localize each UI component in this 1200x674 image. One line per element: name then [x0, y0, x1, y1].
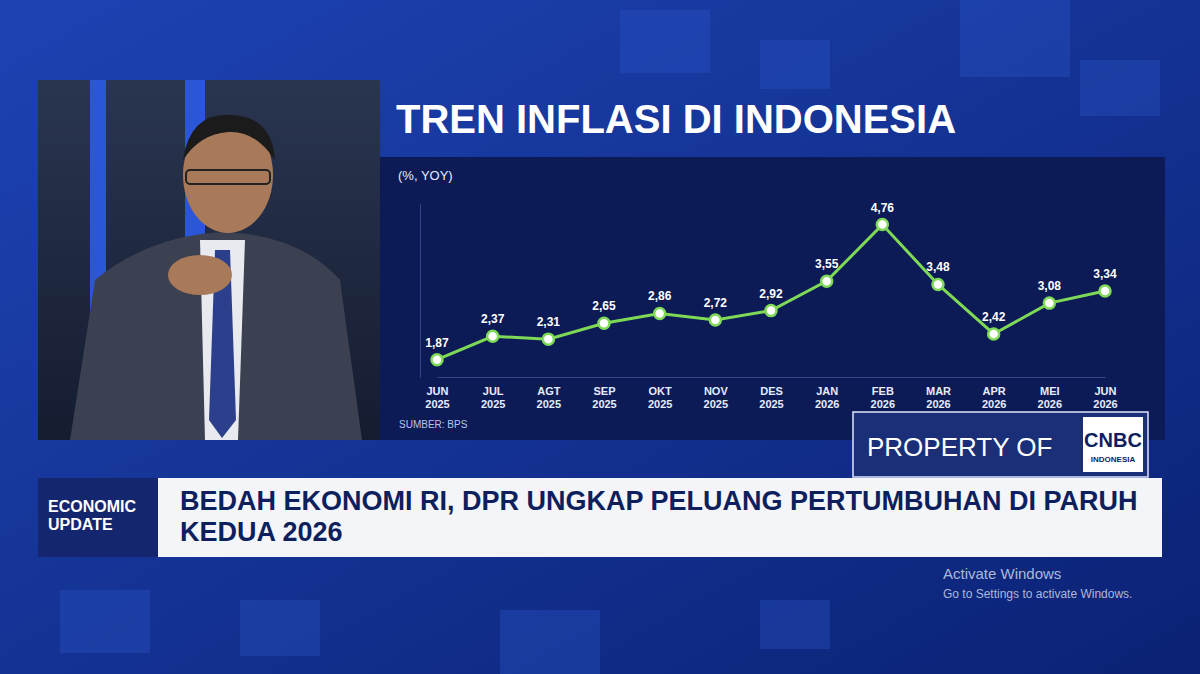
data-label: 1,87 — [425, 336, 449, 350]
y-axis — [420, 205, 421, 378]
x-tick-label: JUN2025 — [425, 385, 449, 410]
decor-cube — [1080, 60, 1160, 116]
watermark-subtitle: Go to Settings to activate Windows. — [943, 587, 1132, 601]
data-label: 4,76 — [871, 201, 895, 215]
x-tick: JUN2025 — [425, 377, 449, 410]
data-point — [933, 279, 944, 290]
video-frame — [38, 80, 380, 440]
data-point — [599, 318, 610, 329]
segment-label: ECONOMICUPDATE — [48, 498, 136, 533]
decor-cube — [760, 40, 830, 89]
x-tick: FEB2026 — [871, 377, 895, 410]
x-tick-label: OKT2025 — [648, 385, 672, 410]
y-axis-line — [420, 205, 421, 378]
property-label: PROPERTY OF — [867, 432, 1052, 462]
x-tick: MAR2026 — [926, 377, 951, 410]
data-label: 2,65 — [592, 299, 616, 313]
presenter-body — [70, 232, 362, 440]
x-tick: AGT2025 — [537, 377, 561, 410]
x-tick-label: DES2025 — [759, 385, 783, 410]
x-tick-label: NOV2025 — [704, 385, 729, 410]
data-label: 3,34 — [1093, 267, 1117, 281]
x-tick-label: JAN2026 — [815, 385, 839, 410]
segment-box — [38, 478, 158, 557]
x-tick: JUN2026 — [1093, 377, 1117, 410]
x-tick: JUL2025 — [481, 377, 505, 410]
decor-cube — [500, 610, 600, 674]
data-label: 2,42 — [982, 310, 1006, 324]
data-point — [710, 314, 721, 325]
data-label: 3,08 — [1038, 279, 1062, 293]
decor-cube — [760, 600, 830, 649]
data-point — [1044, 298, 1055, 309]
decor-cube — [620, 10, 710, 73]
watermark-title: Activate Windows — [943, 565, 1061, 582]
data-label: 2,72 — [704, 296, 728, 310]
presenter-video — [38, 80, 380, 440]
data-point — [654, 308, 665, 319]
decor-cube — [240, 600, 320, 656]
logo-text: CNBC — [1084, 429, 1142, 451]
x-tick: DES2025 — [759, 377, 783, 410]
x-tick: JAN2026 — [815, 377, 839, 410]
data-label: 2,31 — [537, 315, 561, 329]
canvas: TREN INFLASI DI INDONESIA (%, YOY) JUN2025… — [0, 0, 1200, 674]
data-point — [766, 305, 777, 316]
x-axis: JUN2025 JUL2025 AGT2025 SEP2025 OKT2025 NOV20… — [425, 377, 1117, 410]
presenter-glasses — [186, 170, 270, 184]
data-labels: 1,87 2,37 2,31 2,65 2,86 2,72 2,92 3,55 4,76 3,48… — [425, 201, 1117, 350]
headline: BEDAH EKONOMI RI, DPR UNGKAP PELUANG PER… — [180, 486, 1138, 547]
plot-area — [432, 219, 1111, 365]
x-tick-label: JUN2026 — [1093, 385, 1117, 410]
data-label: 2,92 — [759, 287, 783, 301]
x-tick: APR2026 — [982, 377, 1006, 410]
data-point — [821, 276, 832, 287]
data-point — [543, 334, 554, 345]
data-point — [487, 331, 498, 342]
property-box — [853, 412, 1148, 477]
x-tick: SEP2025 — [592, 377, 616, 410]
data-label: 3,48 — [926, 260, 950, 274]
data-point — [1100, 285, 1111, 296]
presenter-hand — [168, 255, 232, 295]
presenter-hair — [183, 115, 275, 160]
data-label: 2,86 — [648, 289, 672, 303]
decor-cube — [60, 590, 150, 653]
data-label: 2,37 — [481, 312, 505, 326]
chart-title: TREN INFLASI DI INDONESIA — [396, 97, 956, 141]
data-label: 3,55 — [815, 257, 839, 271]
data-point — [877, 219, 888, 230]
decor-cube — [960, 0, 1070, 77]
logo-subtext: INDONESIA — [1091, 455, 1136, 464]
x-tick-label: JUL2025 — [481, 385, 505, 410]
x-tick: NOV2025 — [704, 377, 729, 410]
x-tick: OKT2025 — [648, 377, 672, 410]
x-tick-label: FEB2026 — [871, 385, 895, 410]
x-tick-label: SEP2025 — [592, 385, 616, 410]
y-axis-title: (%, YOY) — [398, 168, 453, 183]
source-note: SUMBER: BPS — [399, 419, 468, 430]
logo-box — [1083, 417, 1143, 472]
headline-bar — [158, 478, 1162, 557]
background — [0, 0, 1200, 674]
chart-panel — [380, 157, 1165, 440]
x-tick-label: MEI2026 — [1038, 385, 1062, 410]
data-point — [988, 328, 999, 339]
inflation-line — [437, 225, 1105, 360]
x-tick-label: AGT2025 — [537, 385, 561, 410]
x-tick-label: MAR2026 — [926, 385, 951, 410]
x-axis-line — [438, 377, 1106, 378]
x-tick-label: APR2026 — [982, 385, 1006, 410]
data-point — [432, 354, 443, 365]
x-tick: MEI2026 — [1038, 377, 1062, 410]
